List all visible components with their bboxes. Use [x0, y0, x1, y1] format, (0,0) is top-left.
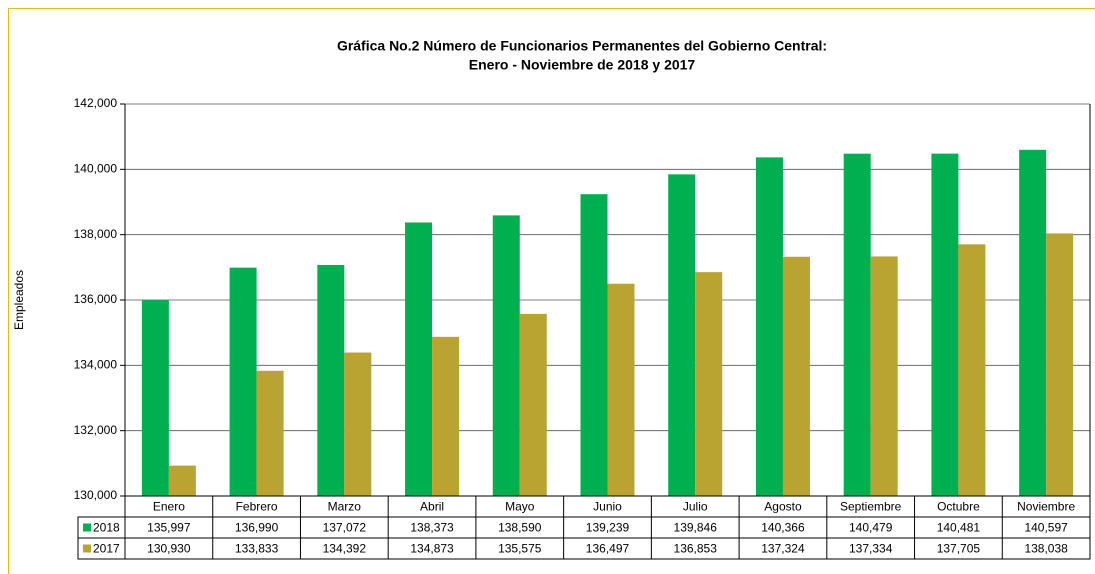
- table-value: 133,833: [235, 542, 279, 556]
- x-tick-label: Octubre: [937, 500, 980, 514]
- y-tick-label: 134,000: [74, 358, 118, 372]
- y-tick-label: 138,000: [74, 227, 118, 241]
- table-value: 136,497: [586, 542, 630, 556]
- y-tick-label: 140,000: [74, 162, 118, 176]
- bar: [1046, 233, 1074, 496]
- bar: [317, 264, 345, 496]
- table-value: 140,481: [937, 521, 981, 535]
- x-tick-label: Mayo: [505, 500, 535, 514]
- chart-title: Gráfica No.2 Número de Funcionarios Perm…: [337, 38, 827, 54]
- table-value: 137,334: [849, 542, 893, 556]
- chart-subtitle: Enero - Noviembre de 2018 y 2017: [469, 57, 696, 73]
- bar: [870, 256, 898, 496]
- table-value: 139,846: [674, 521, 718, 535]
- x-tick-label: Noviembre: [1017, 500, 1075, 514]
- bar: [519, 313, 547, 496]
- table-value: 138,038: [1024, 542, 1068, 556]
- bar: [168, 465, 196, 496]
- table-value: 137,324: [761, 542, 805, 556]
- x-tick-label: Enero: [153, 500, 185, 514]
- table-value: 137,072: [323, 521, 367, 535]
- bar: [931, 153, 959, 496]
- bar: [695, 272, 723, 496]
- legend-swatch: [83, 544, 91, 553]
- table-value: 134,392: [323, 542, 367, 556]
- y-tick-label: 130,000: [74, 488, 118, 502]
- table-value: 135,575: [498, 542, 542, 556]
- bar: [1019, 149, 1047, 496]
- x-tick-label: Febrero: [236, 500, 278, 514]
- y-tick-label: 136,000: [74, 292, 118, 306]
- legend-swatch: [83, 523, 91, 532]
- table-value: 140,479: [849, 521, 893, 535]
- x-tick-label: Julio: [683, 500, 708, 514]
- bar: [492, 215, 520, 497]
- table-value: 137,705: [937, 542, 981, 556]
- bar: [668, 174, 696, 496]
- legend-label: 2018: [93, 521, 120, 535]
- legend-label: 2017: [93, 542, 120, 556]
- table-value: 140,366: [761, 521, 805, 535]
- bar: [229, 267, 257, 496]
- bar: [782, 256, 810, 496]
- bar: [141, 300, 169, 496]
- table-value: 138,590: [498, 521, 542, 535]
- table-value: 136,990: [235, 521, 279, 535]
- x-tick-label: Agosto: [764, 500, 802, 514]
- x-tick-label: Marzo: [328, 500, 362, 514]
- table-value: 138,373: [410, 521, 454, 535]
- x-tick-label: Abril: [420, 500, 444, 514]
- bar: [344, 352, 372, 496]
- bar: [405, 222, 433, 496]
- x-tick-label: Junio: [593, 500, 622, 514]
- table-value: 135,997: [147, 521, 191, 535]
- bar: [755, 157, 783, 497]
- bar: [843, 153, 871, 496]
- y-axis-label: Empleados: [12, 270, 26, 330]
- bar: [580, 194, 608, 496]
- table-value: 140,597: [1024, 521, 1068, 535]
- table-value: 136,853: [674, 542, 718, 556]
- y-tick-label: 142,000: [74, 96, 118, 110]
- table-value: 130,930: [147, 542, 191, 556]
- bar: [432, 336, 460, 496]
- bar: [607, 283, 635, 496]
- table-value: 139,239: [586, 521, 630, 535]
- x-tick-label: Septiembre: [840, 500, 902, 514]
- bar: [256, 370, 284, 496]
- table-value: 134,873: [410, 542, 454, 556]
- y-tick-label: 132,000: [74, 423, 118, 437]
- bar: [958, 244, 986, 496]
